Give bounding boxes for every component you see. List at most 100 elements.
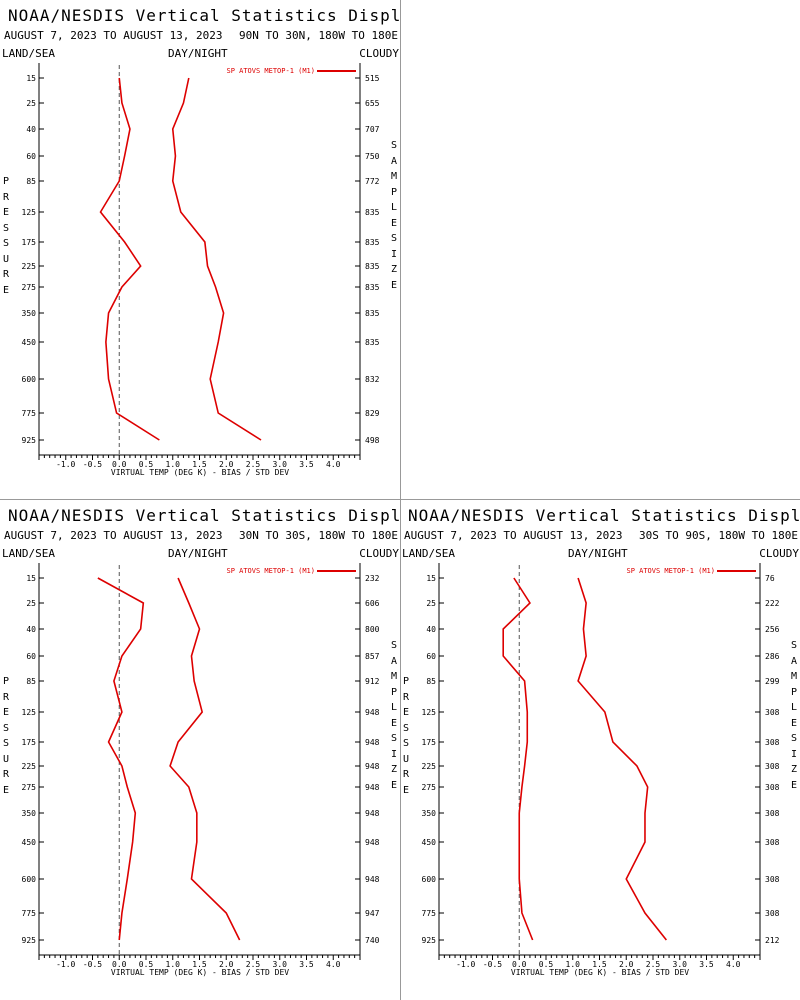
legend-label: SP ATOVS METOP-1 (M1) (626, 567, 715, 575)
pressure-tick-label: 225 (22, 762, 37, 771)
pressure-tick-label: 450 (422, 838, 437, 847)
cloudy-label: CLOUDY (359, 547, 399, 560)
land-sea-label: LAND/SEA (2, 47, 55, 60)
pressure-tick-label: 15 (26, 74, 36, 83)
x-tick-label: 4.0 (726, 960, 741, 969)
sample-size-label: 308 (765, 708, 780, 717)
std-dev-series-line (169, 577, 241, 941)
x-tick-label: 1.0 (566, 960, 581, 969)
pressure-tick-label: 925 (422, 936, 437, 945)
x-axis-label: VIRTUAL TEMP (DEG K) - BIAS / STD DEV (111, 968, 289, 977)
sample-size-axis-label: SAMPLE SIZE (390, 140, 398, 291)
pressure-tick-label: 60 (26, 152, 36, 161)
sample-size-label: 308 (765, 909, 780, 918)
std-dev-series-line (171, 77, 262, 441)
date-range: AUGUST 7, 2023 TO AUGUST 13, 2023 (4, 529, 223, 542)
x-tick-label: 2.5 (646, 960, 661, 969)
bias-series-line (502, 577, 534, 941)
sample-size-label: 835 (365, 338, 380, 347)
sample-size-label: 835 (365, 208, 380, 217)
sample-size-label: 829 (365, 409, 380, 418)
panel-divider-vertical (400, 0, 401, 1000)
x-tick-label: 3.5 (699, 960, 714, 969)
x-tick-label: 1.0 (166, 960, 181, 969)
sample-size-label: 832 (365, 375, 380, 384)
sample-size-label: 515 (365, 74, 380, 83)
profile-plot: -1.0 -0.5 0.0 0.5 1.0 1.5 2.0 2.5 3.0 3.5 4.0 VIRTU… (422, 563, 780, 977)
sample-size-label: 212 (765, 936, 780, 945)
pressure-tick-label: 25 (426, 599, 436, 608)
day-night-label: DAY/NIGHT (568, 547, 628, 560)
sample-size-label: 947 (365, 909, 380, 918)
chart-panel-north: NOAA/NESDIS Vertical Statistics Display … (0, 0, 400, 500)
pressure-tick-label: 600 (22, 375, 37, 384)
cloudy-label: CLOUDY (359, 47, 399, 60)
x-tick-label: 3.0 (273, 960, 288, 969)
sample-size-label: 948 (365, 783, 380, 792)
sample-size-label: 232 (365, 574, 380, 583)
x-tick-label: 1.0 (166, 460, 181, 469)
cloudy-label: CLOUDY (759, 547, 799, 560)
bias-series-line (99, 77, 160, 441)
x-tick-label: 3.0 (273, 460, 288, 469)
x-tick-label: 4.0 (326, 460, 341, 469)
pressure-tick-label: 775 (22, 409, 37, 418)
sample-size-label: 772 (365, 177, 380, 186)
pressure-tick-label: 40 (426, 625, 436, 634)
x-tick-label: -0.5 (483, 960, 502, 969)
pressure-tick-label: 350 (422, 809, 437, 818)
pressure-tick-label: 15 (426, 574, 436, 583)
pressure-axis-label: PRESSURE (2, 676, 10, 796)
x-tick-label: 3.0 (673, 960, 688, 969)
x-tick-label: 1.5 (192, 960, 207, 969)
pressure-tick-label: 600 (422, 875, 437, 884)
sample-size-label: 800 (365, 625, 380, 634)
x-tick-label: 1.5 (192, 460, 207, 469)
pressure-tick-label: 275 (422, 783, 437, 792)
pressure-tick-label: 125 (422, 708, 437, 717)
pressure-tick-label: 225 (22, 262, 37, 271)
chart-title: NOAA/NESDIS Vertical Statistics Display (408, 506, 800, 525)
x-tick-label: 2.5 (246, 960, 261, 969)
chart-panel-south: NOAA/NESDIS Vertical Statistics Display … (400, 500, 800, 1000)
sample-size-label: 948 (365, 809, 380, 818)
x-tick-label: 2.5 (246, 460, 261, 469)
region-label: 30S TO 90S, 180W TO 180E (639, 529, 798, 542)
pressure-tick-label: 450 (22, 838, 37, 847)
sample-size-label: 912 (365, 677, 380, 686)
sample-size-label: 835 (365, 309, 380, 318)
x-tick-label: -1.0 (56, 460, 75, 469)
x-tick-label: -0.5 (83, 460, 102, 469)
pressure-tick-label: 60 (26, 652, 36, 661)
x-tick-label: 0.0 (512, 960, 527, 969)
pressure-tick-label: 275 (22, 283, 37, 292)
date-range: AUGUST 7, 2023 TO AUGUST 13, 2023 (4, 29, 223, 42)
pressure-tick-label: 175 (422, 738, 437, 747)
land-sea-label: LAND/SEA (2, 547, 55, 560)
std-dev-series-line (577, 577, 668, 941)
sample-size-label: 76 (765, 574, 775, 583)
sample-size-label: 222 (765, 599, 780, 608)
sample-size-label: 948 (365, 875, 380, 884)
sample-size-label: 498 (365, 436, 380, 445)
sample-size-label: 606 (365, 599, 380, 608)
chart-title: NOAA/NESDIS Vertical Statistics Display (8, 506, 400, 525)
profile-plot: -1.0 -0.5 0.0 0.5 1.0 1.5 2.0 2.5 3.0 3.5 4.0 VIRTU… (22, 63, 380, 477)
pressure-tick-label: 60 (426, 652, 436, 661)
x-tick-label: 0.0 (112, 460, 127, 469)
sample-size-label: 707 (365, 125, 380, 134)
sample-size-label: 655 (365, 99, 380, 108)
sample-size-label: 308 (765, 875, 780, 884)
pressure-tick-label: 25 (26, 599, 36, 608)
pressure-tick-label: 15 (26, 574, 36, 583)
x-tick-label: 1.5 (592, 960, 607, 969)
pressure-tick-label: 25 (26, 99, 36, 108)
day-night-label: DAY/NIGHT (168, 547, 228, 560)
x-tick-label: 0.5 (539, 960, 554, 969)
sample-size-label: 948 (365, 762, 380, 771)
pressure-tick-label: 450 (22, 338, 37, 347)
x-tick-label: 0.5 (139, 460, 154, 469)
region-label: 30N TO 30S, 180W TO 180E (239, 529, 398, 542)
pressure-tick-label: 925 (22, 936, 37, 945)
x-tick-label: 4.0 (326, 960, 341, 969)
